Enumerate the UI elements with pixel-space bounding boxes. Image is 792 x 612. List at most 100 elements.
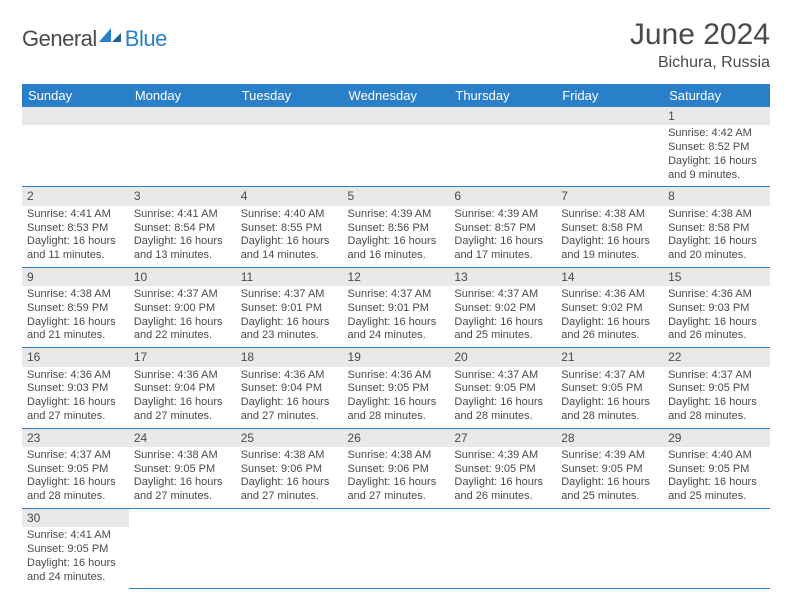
- sunset-text: Sunset: 9:05 PM: [27, 463, 124, 477]
- daylight-text: Daylight: 16 hours and 27 minutes.: [348, 476, 445, 504]
- sunrise-text: Sunrise: 4:37 AM: [668, 369, 765, 383]
- day-number-bar: 3: [129, 187, 236, 205]
- sunrise-text: Sunrise: 4:41 AM: [134, 208, 231, 222]
- day-number-bar: [663, 509, 770, 527]
- weekday-header: Tuesday: [236, 84, 343, 107]
- sunset-text: Sunset: 9:05 PM: [454, 382, 551, 396]
- sunset-text: Sunset: 9:04 PM: [241, 382, 338, 396]
- sunrise-text: Sunrise: 4:36 AM: [668, 288, 765, 302]
- sunset-text: Sunset: 8:52 PM: [668, 141, 765, 155]
- day-body: Sunrise: 4:38 AMSunset: 9:06 PMDaylight:…: [343, 447, 450, 508]
- sunset-text: Sunset: 9:04 PM: [134, 382, 231, 396]
- day-body: Sunrise: 4:36 AMSunset: 9:03 PMDaylight:…: [663, 286, 770, 347]
- sunset-text: Sunset: 9:02 PM: [454, 302, 551, 316]
- calendar-empty-cell: [236, 107, 343, 187]
- calendar-day-cell: 14Sunrise: 4:36 AMSunset: 9:02 PMDayligh…: [556, 267, 663, 347]
- sunrise-text: Sunrise: 4:36 AM: [241, 369, 338, 383]
- calendar-day-cell: 11Sunrise: 4:37 AMSunset: 9:01 PMDayligh…: [236, 267, 343, 347]
- daylight-text: Daylight: 16 hours and 21 minutes.: [27, 316, 124, 344]
- sunrise-text: Sunrise: 4:38 AM: [27, 288, 124, 302]
- day-body: Sunrise: 4:39 AMSunset: 8:56 PMDaylight:…: [343, 206, 450, 267]
- daylight-text: Daylight: 16 hours and 24 minutes.: [27, 557, 124, 585]
- calendar-table: SundayMondayTuesdayWednesdayThursdayFrid…: [22, 84, 770, 589]
- daylight-text: Daylight: 16 hours and 26 minutes.: [561, 316, 658, 344]
- daylight-text: Daylight: 16 hours and 27 minutes.: [241, 476, 338, 504]
- sunset-text: Sunset: 9:03 PM: [27, 382, 124, 396]
- day-number-bar: [343, 509, 450, 527]
- calendar-day-cell: 15Sunrise: 4:36 AMSunset: 9:03 PMDayligh…: [663, 267, 770, 347]
- calendar-day-cell: 2Sunrise: 4:41 AMSunset: 8:53 PMDaylight…: [22, 187, 129, 267]
- daylight-text: Daylight: 16 hours and 25 minutes.: [454, 316, 551, 344]
- day-body: Sunrise: 4:37 AMSunset: 9:05 PMDaylight:…: [449, 367, 556, 428]
- sunset-text: Sunset: 9:05 PM: [561, 382, 658, 396]
- day-number-bar: [129, 509, 236, 527]
- sunrise-text: Sunrise: 4:39 AM: [348, 208, 445, 222]
- weekday-header: Friday: [556, 84, 663, 107]
- sunset-text: Sunset: 9:05 PM: [454, 463, 551, 477]
- day-body: Sunrise: 4:41 AMSunset: 8:54 PMDaylight:…: [129, 206, 236, 267]
- logo: General Blue: [22, 26, 167, 52]
- sunrise-text: Sunrise: 4:38 AM: [668, 208, 765, 222]
- day-number-bar: [449, 107, 556, 125]
- day-number-bar: 30: [22, 509, 129, 527]
- day-number-bar: 15: [663, 268, 770, 286]
- sunrise-text: Sunrise: 4:37 AM: [134, 288, 231, 302]
- calendar-day-cell: 22Sunrise: 4:37 AMSunset: 9:05 PMDayligh…: [663, 348, 770, 428]
- day-body: Sunrise: 4:36 AMSunset: 9:05 PMDaylight:…: [343, 367, 450, 428]
- calendar-day-cell: 4Sunrise: 4:40 AMSunset: 8:55 PMDaylight…: [236, 187, 343, 267]
- calendar-day-cell: 1Sunrise: 4:42 AMSunset: 8:52 PMDaylight…: [663, 107, 770, 187]
- month-title: June 2024: [630, 18, 770, 52]
- sunset-text: Sunset: 8:58 PM: [561, 222, 658, 236]
- day-body: Sunrise: 4:37 AMSunset: 9:01 PMDaylight:…: [343, 286, 450, 347]
- calendar-empty-cell: [236, 508, 343, 588]
- day-body: Sunrise: 4:39 AMSunset: 8:57 PMDaylight:…: [449, 206, 556, 267]
- sunrise-text: Sunrise: 4:39 AM: [454, 208, 551, 222]
- logo-text-blue: Blue: [125, 26, 167, 52]
- day-body: Sunrise: 4:38 AMSunset: 8:59 PMDaylight:…: [22, 286, 129, 347]
- weekday-header: Saturday: [663, 84, 770, 107]
- calendar-day-cell: 13Sunrise: 4:37 AMSunset: 9:02 PMDayligh…: [449, 267, 556, 347]
- calendar-day-cell: 8Sunrise: 4:38 AMSunset: 8:58 PMDaylight…: [663, 187, 770, 267]
- calendar-day-cell: 17Sunrise: 4:36 AMSunset: 9:04 PMDayligh…: [129, 348, 236, 428]
- sunset-text: Sunset: 8:56 PM: [348, 222, 445, 236]
- calendar-day-cell: 18Sunrise: 4:36 AMSunset: 9:04 PMDayligh…: [236, 348, 343, 428]
- daylight-text: Daylight: 16 hours and 14 minutes.: [241, 235, 338, 263]
- calendar-day-cell: 5Sunrise: 4:39 AMSunset: 8:56 PMDaylight…: [343, 187, 450, 267]
- calendar-day-cell: 9Sunrise: 4:38 AMSunset: 8:59 PMDaylight…: [22, 267, 129, 347]
- logo-sail-icon: [97, 26, 123, 44]
- sunrise-text: Sunrise: 4:37 AM: [454, 369, 551, 383]
- day-number-bar: [236, 509, 343, 527]
- daylight-text: Daylight: 16 hours and 27 minutes.: [27, 396, 124, 424]
- calendar-empty-cell: [343, 508, 450, 588]
- day-number-bar: 24: [129, 429, 236, 447]
- day-number-bar: 19: [343, 348, 450, 366]
- day-body: Sunrise: 4:39 AMSunset: 9:05 PMDaylight:…: [449, 447, 556, 508]
- calendar-day-cell: 10Sunrise: 4:37 AMSunset: 9:00 PMDayligh…: [129, 267, 236, 347]
- day-body: Sunrise: 4:38 AMSunset: 8:58 PMDaylight:…: [556, 206, 663, 267]
- calendar-day-cell: 12Sunrise: 4:37 AMSunset: 9:01 PMDayligh…: [343, 267, 450, 347]
- day-body: Sunrise: 4:38 AMSunset: 9:05 PMDaylight:…: [129, 447, 236, 508]
- sunrise-text: Sunrise: 4:41 AM: [27, 208, 124, 222]
- day-number-bar: 29: [663, 429, 770, 447]
- sunset-text: Sunset: 9:05 PM: [348, 382, 445, 396]
- daylight-text: Daylight: 16 hours and 27 minutes.: [134, 476, 231, 504]
- calendar-day-cell: 24Sunrise: 4:38 AMSunset: 9:05 PMDayligh…: [129, 428, 236, 508]
- sunset-text: Sunset: 9:05 PM: [668, 382, 765, 396]
- location: Bichura, Russia: [630, 54, 770, 72]
- sunrise-text: Sunrise: 4:36 AM: [561, 288, 658, 302]
- sunrise-text: Sunrise: 4:40 AM: [668, 449, 765, 463]
- daylight-text: Daylight: 16 hours and 27 minutes.: [134, 396, 231, 424]
- daylight-text: Daylight: 16 hours and 24 minutes.: [348, 316, 445, 344]
- daylight-text: Daylight: 16 hours and 11 minutes.: [27, 235, 124, 263]
- sunrise-text: Sunrise: 4:36 AM: [348, 369, 445, 383]
- calendar-day-cell: 28Sunrise: 4:39 AMSunset: 9:05 PMDayligh…: [556, 428, 663, 508]
- daylight-text: Daylight: 16 hours and 22 minutes.: [134, 316, 231, 344]
- sunset-text: Sunset: 8:54 PM: [134, 222, 231, 236]
- day-number-bar: 21: [556, 348, 663, 366]
- sunrise-text: Sunrise: 4:37 AM: [348, 288, 445, 302]
- daylight-text: Daylight: 16 hours and 28 minutes.: [27, 476, 124, 504]
- sunset-text: Sunset: 8:58 PM: [668, 222, 765, 236]
- calendar-week-row: 1Sunrise: 4:42 AMSunset: 8:52 PMDaylight…: [22, 107, 770, 187]
- calendar-empty-cell: [22, 107, 129, 187]
- day-body: Sunrise: 4:36 AMSunset: 9:04 PMDaylight:…: [129, 367, 236, 428]
